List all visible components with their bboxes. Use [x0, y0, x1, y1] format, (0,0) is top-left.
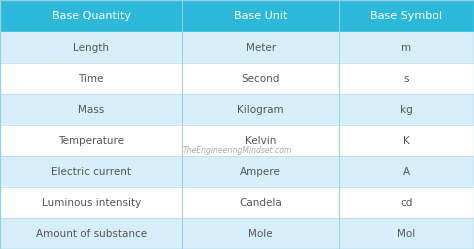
Text: Base Quantity: Base Quantity — [52, 11, 131, 21]
Text: Ampere: Ampere — [240, 167, 281, 177]
Text: Mass: Mass — [78, 105, 104, 115]
Text: Candela: Candela — [239, 198, 282, 208]
Text: Mole: Mole — [248, 229, 273, 239]
Bar — [0, 156, 474, 187]
Text: Kilogram: Kilogram — [237, 105, 284, 115]
Text: Amount of substance: Amount of substance — [36, 229, 147, 239]
Text: Electric current: Electric current — [51, 167, 131, 177]
Bar — [0, 63, 474, 94]
Text: Temperature: Temperature — [58, 136, 124, 146]
Text: Kelvin: Kelvin — [245, 136, 276, 146]
Bar — [0, 0, 474, 32]
Text: Base Unit: Base Unit — [234, 11, 287, 21]
Text: Meter: Meter — [246, 43, 276, 53]
Text: Luminous intensity: Luminous intensity — [42, 198, 141, 208]
Text: Second: Second — [242, 74, 280, 84]
Text: Base Symbol: Base Symbol — [370, 11, 443, 21]
Text: cd: cd — [400, 198, 413, 208]
Text: Mol: Mol — [397, 229, 416, 239]
Text: K: K — [403, 136, 410, 146]
Text: m: m — [401, 43, 411, 53]
Text: A: A — [403, 167, 410, 177]
Bar — [0, 125, 474, 156]
Text: TheEngineeringMindset.com: TheEngineeringMindset.com — [182, 146, 292, 155]
Text: Time: Time — [79, 74, 104, 84]
Bar — [0, 32, 474, 63]
Text: s: s — [404, 74, 409, 84]
Bar — [0, 218, 474, 249]
Bar — [0, 187, 474, 218]
Bar — [0, 94, 474, 125]
Text: kg: kg — [400, 105, 413, 115]
Text: Length: Length — [73, 43, 109, 53]
